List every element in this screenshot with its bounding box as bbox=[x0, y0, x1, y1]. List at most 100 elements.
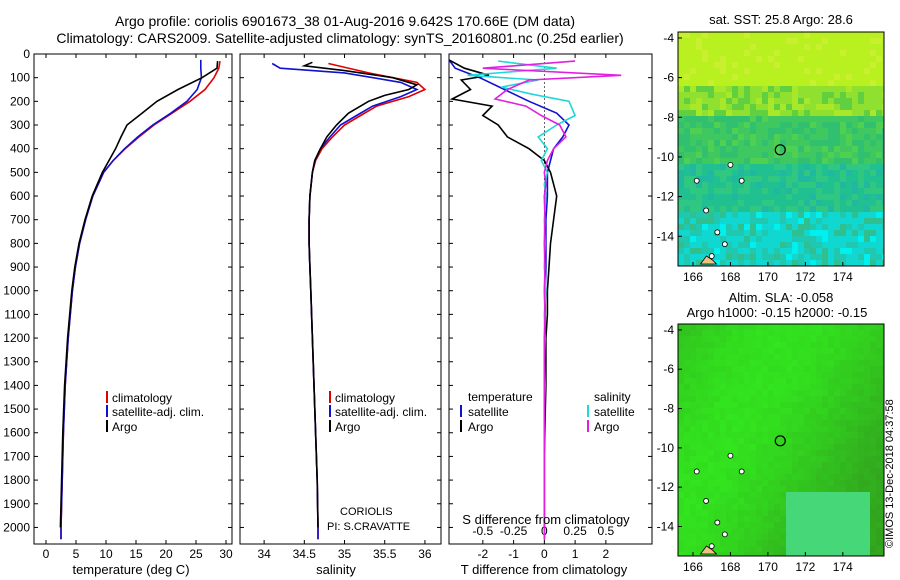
y-tick-label: 1500 bbox=[3, 402, 30, 416]
x-tick-label: 166 bbox=[683, 270, 703, 284]
salinity-legend: climatology satellite-adj. clim. Argo bbox=[329, 391, 427, 434]
island bbox=[714, 519, 721, 526]
sla-map-panel: 166 168 170 172 174 -4 -6 -8 -10 -12 -14 bbox=[657, 323, 885, 574]
y-tick-label: 800 bbox=[10, 236, 30, 250]
x-tick-label: -2 bbox=[477, 547, 488, 561]
y-tick-label: 100 bbox=[10, 71, 30, 85]
salinity-panel: 34 34.5 35 35.5 36 bbox=[239, 53, 442, 561]
y-tick-label: 400 bbox=[10, 142, 30, 156]
x-tick-label: 34 bbox=[257, 547, 271, 561]
x-tick-label: 34.5 bbox=[293, 547, 317, 561]
x-tick-label-top: 0.25 bbox=[563, 524, 587, 538]
y-tick-label: 900 bbox=[10, 260, 30, 274]
y-tick-label: 1800 bbox=[3, 473, 30, 487]
temperature-panel: 0 5 10 15 20 25 300100200300400500600700800900… bbox=[3, 47, 233, 561]
x-tick-label: 166 bbox=[683, 560, 703, 574]
x-tick-label: 168 bbox=[720, 560, 740, 574]
island bbox=[693, 468, 700, 475]
y-tick-label: -14 bbox=[657, 520, 675, 534]
map-frame bbox=[677, 323, 885, 557]
y-tick-label: 1400 bbox=[3, 378, 30, 392]
map-frame bbox=[677, 31, 885, 267]
y-tick-label: 0 bbox=[23, 47, 30, 61]
y-tick-label: 600 bbox=[10, 189, 30, 203]
salinity-xlabel: salinity bbox=[316, 562, 356, 577]
y-tick-label: -14 bbox=[657, 229, 675, 243]
y-tick-label: -4 bbox=[663, 31, 674, 45]
x-tick-label: 10 bbox=[99, 547, 113, 561]
legend-temperature-heading: temperature bbox=[468, 390, 533, 404]
imos-watermark: ©IMOS 13-Dec-2018 04:37:58 bbox=[884, 399, 896, 548]
island bbox=[714, 229, 721, 236]
title-line-1: Argo profile: coriolis 6901673_38 01-Aug… bbox=[115, 13, 575, 29]
y-tick-label: 1600 bbox=[3, 426, 30, 440]
x-tick-label: 5 bbox=[73, 547, 80, 561]
sst-map-panel: 166 168 170 172 174 -4 -6 -8 -10 -12 -14 bbox=[657, 31, 885, 284]
y-tick-label: 300 bbox=[10, 118, 30, 132]
x-tick-label: -1 bbox=[508, 547, 519, 561]
y-tick-label: -10 bbox=[657, 441, 675, 455]
x-tick-label: 25 bbox=[189, 547, 203, 561]
temperature-legend: climatology satellite-adj. clim. Argo bbox=[106, 391, 204, 434]
y-tick-label: 1000 bbox=[3, 284, 30, 298]
x-tick-label: 170 bbox=[758, 270, 778, 284]
series-temperature-argo bbox=[448, 59, 558, 540]
legend-satellite-label: satellite-adj. clim. bbox=[112, 405, 204, 419]
x-tick-label: 36 bbox=[418, 547, 432, 561]
legend-sal-argo-label: Argo bbox=[594, 420, 620, 434]
y-tick-label: 700 bbox=[10, 213, 30, 227]
legend-sal-satellite-label: satellite bbox=[594, 405, 635, 419]
y-tick-label: 2000 bbox=[3, 520, 30, 534]
x-tick-label-top: -0.25 bbox=[500, 524, 528, 538]
legend-temp-argo-label: Argo bbox=[468, 420, 494, 434]
difference-xlabel-top: S difference from climatology bbox=[462, 512, 630, 527]
x-tick-label: 35 bbox=[338, 547, 352, 561]
map-cells bbox=[678, 32, 884, 266]
coastline bbox=[699, 545, 718, 555]
island bbox=[721, 241, 728, 248]
legend-argo-label: Argo bbox=[112, 420, 138, 434]
y-tick-label: 1100 bbox=[4, 307, 30, 321]
island bbox=[738, 177, 745, 184]
legend-argo-label: Argo bbox=[335, 420, 361, 434]
x-tick-label: 168 bbox=[720, 270, 740, 284]
x-tick-label-top: -0.5 bbox=[472, 524, 493, 538]
series-salinity-argo bbox=[482, 60, 622, 540]
argo-position-marker bbox=[774, 435, 786, 447]
legend-salinity-heading: salinity bbox=[594, 390, 631, 404]
y-tick-label: -8 bbox=[663, 402, 674, 416]
x-tick-label: 170 bbox=[758, 560, 778, 574]
island bbox=[721, 531, 728, 538]
plot-frame bbox=[448, 53, 653, 545]
sla-map-title-1: Altim. SLA: -0.058 bbox=[729, 290, 834, 305]
series-argo bbox=[301, 61, 419, 528]
y-tick-label: -6 bbox=[663, 71, 674, 85]
island bbox=[693, 177, 700, 184]
y-tick-label: 200 bbox=[10, 94, 30, 108]
y-tick-label: -12 bbox=[657, 480, 675, 494]
temperature-xlabel: temperature (deg C) bbox=[72, 562, 189, 577]
sla-map-title-2: Argo h1000: -0.15 h2000: -0.15 bbox=[687, 305, 868, 320]
argo-position-marker bbox=[774, 144, 786, 156]
x-tick-label: 15 bbox=[129, 547, 143, 561]
x-tick-label: 0 bbox=[43, 547, 50, 561]
x-tick-label: 35.5 bbox=[373, 547, 397, 561]
map-cells bbox=[678, 324, 884, 556]
y-tick-label: -6 bbox=[663, 362, 674, 376]
legend-climatology-label: climatology bbox=[112, 391, 172, 405]
legend-satellite-label: satellite-adj. clim. bbox=[335, 405, 427, 419]
difference-legend: temperature satellite Argo salinity sate… bbox=[460, 390, 635, 434]
island bbox=[727, 161, 734, 168]
island bbox=[727, 452, 734, 459]
x-tick-label: 0 bbox=[541, 547, 548, 561]
x-tick-label: 172 bbox=[795, 560, 815, 574]
data-centre-label: CORIOLIS bbox=[340, 506, 393, 518]
difference-panel: -2 -1 0 1 2-0.5 -0.25 0 0.25 0.5 bbox=[448, 53, 653, 561]
coastline bbox=[699, 255, 718, 265]
pi-label: PI: S.CRAVATTE bbox=[327, 521, 410, 533]
y-tick-label: 1200 bbox=[3, 331, 30, 345]
y-tick-label: -10 bbox=[657, 150, 675, 164]
x-tick-label: 174 bbox=[833, 270, 853, 284]
y-tick-label: 500 bbox=[10, 165, 30, 179]
